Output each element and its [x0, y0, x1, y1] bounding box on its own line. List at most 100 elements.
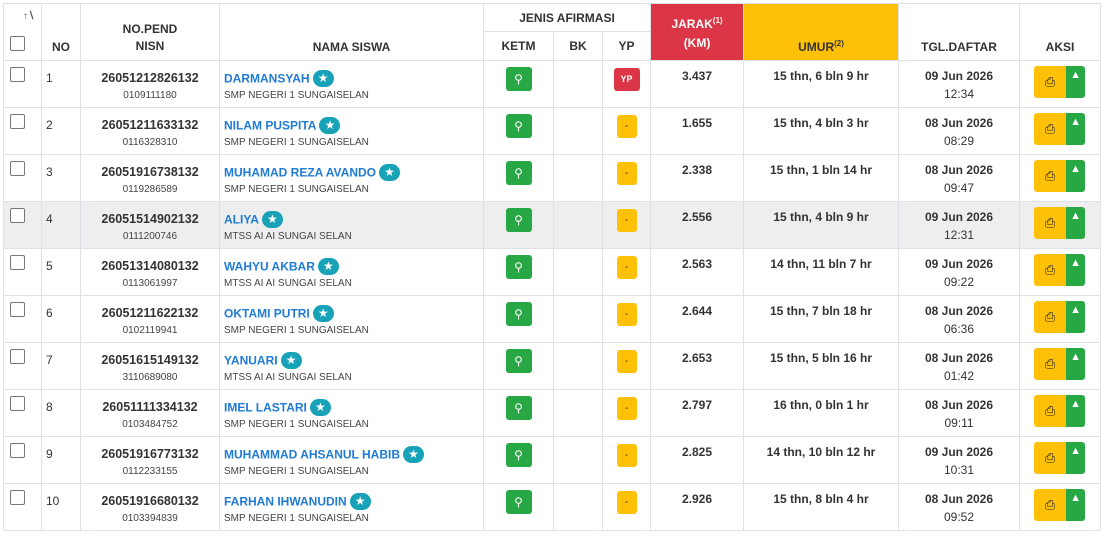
row-nopend: 26051615149132 — [101, 353, 199, 367]
header-umur[interactable]: UMUR(2) — [743, 3, 900, 61]
header-nopend-nisn[interactable]: NO.PEND NISN — [80, 3, 220, 61]
student-name-link[interactable]: YANUARI — [224, 353, 278, 368]
print-icon[interactable]: ⎙ — [1034, 442, 1067, 474]
thumbs-up-icon[interactable]: ▲ — [1066, 489, 1086, 521]
header-jarak[interactable]: JARAK(1) (KM) — [650, 3, 745, 61]
search-icon[interactable]: ⚲ — [505, 114, 532, 138]
thumbs-up-icon[interactable]: ▲ — [1066, 395, 1086, 427]
search-icon[interactable]: ⚲ — [505, 161, 532, 185]
search-icon[interactable]: ⚲ — [505, 396, 532, 420]
row-checkbox[interactable] — [10, 114, 25, 129]
row-no: 2 — [41, 107, 81, 155]
student-name-link[interactable]: MUHAMAD REZA AVANDO — [224, 165, 376, 180]
print-icon[interactable]: ⎙ — [1034, 395, 1067, 427]
row-checkbox[interactable] — [10, 443, 25, 458]
row-umur: 15 thn, 6 bln 9 hr — [773, 69, 869, 83]
search-icon[interactable]: ⚲ — [505, 349, 532, 373]
student-name-link[interactable]: WAHYU AKBAR — [224, 259, 315, 274]
thumbs-up-icon[interactable]: ▲ — [1066, 442, 1086, 474]
thumbs-up-icon[interactable]: ▲ — [1066, 66, 1086, 98]
row-bk-cell — [553, 436, 603, 484]
row-checkbox[interactable] — [10, 255, 25, 270]
yp-badge: - — [616, 303, 637, 326]
row-umur-cell: 15 thn, 1 bln 14 hr — [743, 154, 900, 202]
row-actions: ⎙ ▲ — [1034, 348, 1086, 380]
header-jenis-afirmasi: JENIS AFIRMASI — [482, 3, 652, 32]
print-icon[interactable]: ⎙ — [1034, 113, 1067, 145]
row-umur-cell: 15 thn, 6 bln 9 hr — [743, 60, 900, 108]
row-jarak: 2.644 — [682, 304, 713, 318]
search-icon[interactable]: ⚲ — [505, 443, 532, 467]
row-checkbox[interactable] — [10, 302, 25, 317]
print-icon[interactable]: ⎙ — [1034, 254, 1067, 286]
print-icon[interactable]: ⎙ — [1034, 489, 1067, 521]
thumbs-up-icon[interactable]: ▲ — [1066, 301, 1086, 333]
row-checkbox[interactable] — [10, 490, 25, 505]
row-umur-cell: 15 thn, 8 bln 4 hr — [743, 483, 900, 531]
thumbs-up-icon[interactable]: ▲ — [1066, 348, 1086, 380]
search-icon[interactable]: ⚲ — [505, 490, 532, 514]
print-icon[interactable]: ⎙ — [1034, 301, 1067, 333]
row-nopend-cell: 26051111334132 0103484752 — [80, 389, 220, 437]
search-icon[interactable]: ⚲ — [505, 255, 532, 279]
star-icon[interactable]: ★ — [349, 493, 371, 511]
student-name-link[interactable]: OKTAMI PUTRI — [224, 306, 310, 321]
row-nopend-cell: 26051514902132 0111200746 — [80, 201, 220, 249]
star-icon[interactable]: ★ — [319, 117, 341, 135]
print-icon[interactable]: ⎙ — [1034, 160, 1067, 192]
row-tgl-cell: 09 Jun 2026 12:34 — [898, 60, 1021, 108]
row-checkbox[interactable] — [10, 396, 25, 411]
student-name-link[interactable]: IMEL LASTARI — [224, 400, 307, 415]
print-icon[interactable]: ⎙ — [1034, 207, 1067, 239]
thumbs-up-icon[interactable]: ▲ — [1066, 113, 1086, 145]
header-tgl-daftar[interactable]: TGL.DAFTAR — [898, 3, 1021, 61]
student-name-link[interactable]: NILAM PUSPITA — [224, 118, 317, 133]
student-name-link[interactable]: MUHAMMAD AHSANUL HABIB — [224, 447, 400, 462]
select-all-checkbox[interactable] — [10, 36, 25, 51]
star-icon[interactable]: ★ — [403, 446, 424, 464]
student-name-link[interactable]: FARHAN IHWANUDIN — [224, 494, 347, 509]
star-icon[interactable]: ★ — [312, 70, 334, 88]
star-icon[interactable]: ★ — [261, 211, 283, 229]
row-checkbox[interactable] — [10, 67, 25, 82]
row-jam: 09:22 — [944, 275, 975, 289]
thumbs-up-icon[interactable]: ▲ — [1066, 207, 1086, 239]
student-name-link[interactable]: DARMANSYAH — [224, 71, 310, 86]
header-no[interactable]: NO — [41, 3, 81, 61]
print-icon[interactable]: ⎙ — [1034, 348, 1067, 380]
star-icon[interactable]: ★ — [312, 305, 334, 323]
row-actions: ⎙ ▲ — [1034, 113, 1086, 145]
star-icon[interactable]: ★ — [280, 352, 302, 370]
table-row: 2 26051211633132 0116328310 NILAM PUSPIT… — [3, 107, 1102, 155]
row-umur: 14 thn, 11 bln 7 hr — [770, 257, 872, 271]
search-icon[interactable]: ⚲ — [505, 67, 532, 91]
row-no: 7 — [41, 342, 81, 390]
student-name-link[interactable]: ALIYA — [224, 212, 259, 227]
row-nisn: 0113061997 — [122, 278, 178, 289]
row-nisn: 0103394839 — [122, 513, 178, 524]
row-tgl: 09 Jun 2026 — [924, 210, 994, 224]
thumbs-up-icon[interactable]: ▲ — [1066, 160, 1086, 192]
row-nopend-cell: 26051615149132 3110689080 — [80, 342, 220, 390]
header-nama-siswa[interactable]: NAMA SISWA — [219, 3, 484, 61]
sort-icon[interactable]: ↑∖ — [23, 11, 35, 22]
row-nama-cell: YANUARI ★ MTSS AI AI SUNGAI SELAN — [219, 342, 484, 390]
row-jarak-cell: 1.655 — [650, 107, 745, 155]
row-nisn: 0111200746 — [122, 231, 178, 242]
row-umur: 15 thn, 5 bln 16 hr — [770, 351, 873, 365]
row-bk-cell — [553, 389, 603, 437]
star-icon[interactable]: ★ — [317, 258, 339, 276]
row-yp-cell: - — [601, 342, 652, 390]
row-checkbox[interactable] — [10, 349, 25, 364]
thumbs-up-icon[interactable]: ▲ — [1066, 254, 1086, 286]
row-checkbox[interactable] — [10, 161, 25, 176]
search-icon[interactable]: ⚲ — [505, 302, 532, 326]
row-nisn: 0116328310 — [122, 137, 178, 148]
row-checkbox[interactable] — [10, 208, 25, 223]
star-icon[interactable]: ★ — [379, 164, 400, 182]
row-nisn: 0112233155 — [122, 466, 178, 477]
star-icon[interactable]: ★ — [309, 399, 331, 417]
row-aksi-cell: ⎙ ▲ — [1019, 342, 1102, 390]
search-icon[interactable]: ⚲ — [505, 208, 532, 232]
print-icon[interactable]: ⎙ — [1034, 66, 1067, 98]
